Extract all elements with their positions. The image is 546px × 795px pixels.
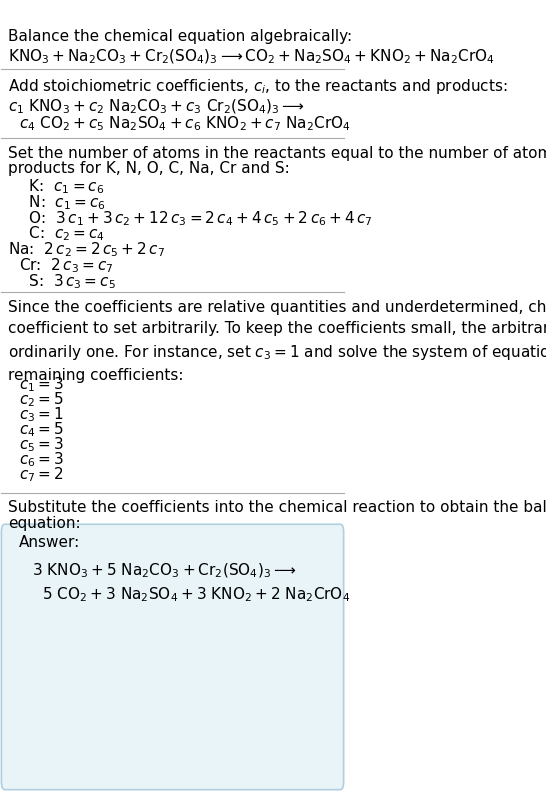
Text: Set the number of atoms in the reactants equal to the number of atoms in the: Set the number of atoms in the reactants…: [8, 145, 546, 161]
Text: $c_2 = 5$: $c_2 = 5$: [19, 390, 63, 409]
Text: Cr:  $2\,c_3 = c_7$: Cr: $2\,c_3 = c_7$: [19, 257, 113, 275]
Text: $c_5 = 3$: $c_5 = 3$: [19, 436, 63, 454]
Text: $c_4 = 5$: $c_4 = 5$: [19, 421, 63, 439]
Text: S:  $3\,c_3 = c_5$: S: $3\,c_3 = c_5$: [19, 273, 115, 291]
Text: $c_7 = 2$: $c_7 = 2$: [19, 466, 63, 484]
Text: $c_1 = 3$: $c_1 = 3$: [19, 375, 63, 394]
Text: Add stoichiometric coefficients, $c_i$, to the reactants and products:: Add stoichiometric coefficients, $c_i$, …: [8, 76, 508, 95]
Text: $3\ \mathrm{KNO_3} + 5\ \mathrm{Na_2CO_3} + \mathrm{Cr_2(SO_4)_3} \longrightarro: $3\ \mathrm{KNO_3} + 5\ \mathrm{Na_2CO_3…: [32, 561, 296, 580]
Text: $c_3 = 1$: $c_3 = 1$: [19, 405, 63, 424]
Text: $c_1\ \mathrm{KNO_3} + c_2\ \mathrm{Na_2CO_3} + c_3\ \mathrm{Cr_2(SO_4)_3} \long: $c_1\ \mathrm{KNO_3} + c_2\ \mathrm{Na_2…: [8, 97, 305, 115]
Text: $c_6 = 3$: $c_6 = 3$: [19, 451, 63, 469]
Text: Na:  $2\,c_2 = 2\,c_5 + 2\,c_7$: Na: $2\,c_2 = 2\,c_5 + 2\,c_7$: [8, 241, 165, 259]
Text: Since the coefficients are relative quantities and underdetermined, choose a
coe: Since the coefficients are relative quan…: [8, 300, 546, 383]
Text: O:  $3\,c_1 + 3\,c_2 + 12\,c_3 = 2\,c_4 + 4\,c_5 + 2\,c_6 + 4\,c_7$: O: $3\,c_1 + 3\,c_2 + 12\,c_3 = 2\,c_4 +…: [19, 209, 372, 227]
Text: Answer:: Answer:: [19, 535, 80, 550]
Text: $5\ \mathrm{CO_2} + 3\ \mathrm{Na_2SO_4} + 3\ \mathrm{KNO_2} + 2\ \mathrm{Na_2Cr: $5\ \mathrm{CO_2} + 3\ \mathrm{Na_2SO_4}…: [43, 585, 351, 604]
Text: N:  $c_1 = c_6$: N: $c_1 = c_6$: [19, 193, 105, 211]
Text: products for K, N, O, C, Na, Cr and S:: products for K, N, O, C, Na, Cr and S:: [8, 161, 290, 176]
FancyBboxPatch shape: [2, 524, 343, 789]
Text: $\mathrm{KNO_3 + Na_2CO_3 + Cr_2(SO_4)_3 \longrightarrow CO_2 + Na_2SO_4 + KNO_2: $\mathrm{KNO_3 + Na_2CO_3 + Cr_2(SO_4)_3…: [8, 48, 495, 66]
Text: Balance the chemical equation algebraically:: Balance the chemical equation algebraica…: [8, 29, 352, 44]
Text: Substitute the coefficients into the chemical reaction to obtain the balanced: Substitute the coefficients into the che…: [8, 501, 546, 515]
Text: $c_4\ \mathrm{CO_2} + c_5\ \mathrm{Na_2SO_4} + c_6\ \mathrm{KNO_2} + c_7\ \mathr: $c_4\ \mathrm{CO_2} + c_5\ \mathrm{Na_2S…: [19, 114, 351, 134]
Text: K:  $c_1 = c_6$: K: $c_1 = c_6$: [19, 177, 104, 196]
Text: equation:: equation:: [8, 516, 81, 531]
Text: C:  $c_2 = c_4$: C: $c_2 = c_4$: [19, 225, 104, 243]
